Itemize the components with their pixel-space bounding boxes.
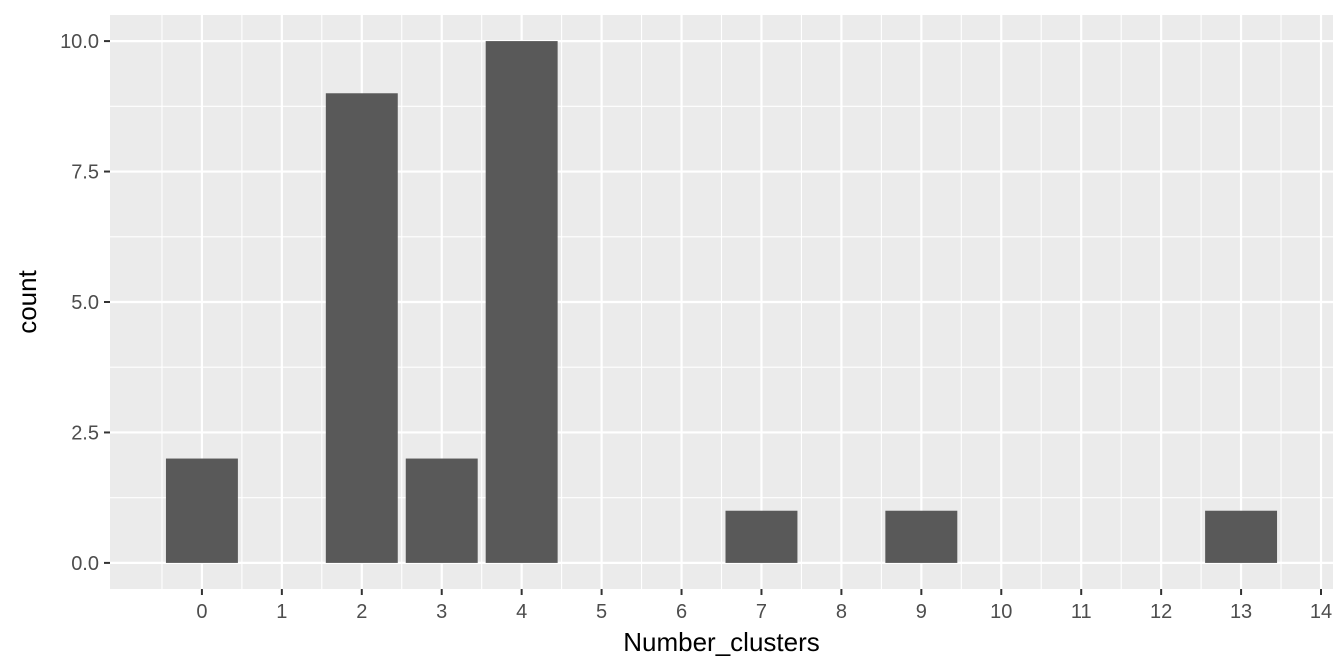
y-axis-title: count [12,269,42,333]
bars [165,41,1278,563]
x-tick-label: 13 [1230,601,1252,623]
bar [165,458,238,563]
y-tick-label: 7.5 [71,162,99,184]
y-tick-label: 10.0 [60,31,99,53]
x-tick-label: 12 [1150,601,1172,623]
x-tick-label: 8 [836,601,847,623]
x-axis-title: Number_clusters [623,627,820,657]
x-tick-label: 5 [596,601,607,623]
x-tick-label: 0 [196,601,207,623]
bar [1205,510,1278,563]
x-tick-label: 1 [276,601,287,623]
x-tick-label: 9 [916,601,927,623]
x-tick-label: 11 [1071,601,1092,623]
x-tick-label: 6 [676,601,687,623]
y-tick-label: 0.0 [71,553,99,575]
x-axis: 0 1 2 3 4 5 6 7 8 9 10 11 12 13 14 [196,589,1332,623]
x-tick-label: 10 [990,601,1012,623]
x-tick-label: 2 [356,601,367,623]
x-tick-label: 3 [436,601,447,623]
bar [885,510,958,563]
bar [405,458,478,563]
y-tick-label: 5.0 [71,292,99,314]
y-tick-label: 2.5 [71,422,99,444]
bar [325,93,398,563]
x-tick-label: 7 [756,601,767,623]
bar [485,41,558,563]
bar [725,510,798,563]
x-tick-label: 14 [1310,601,1332,623]
y-axis: 0.0 2.5 5.0 7.5 10.0 [60,31,110,575]
x-tick-label: 4 [516,601,527,623]
